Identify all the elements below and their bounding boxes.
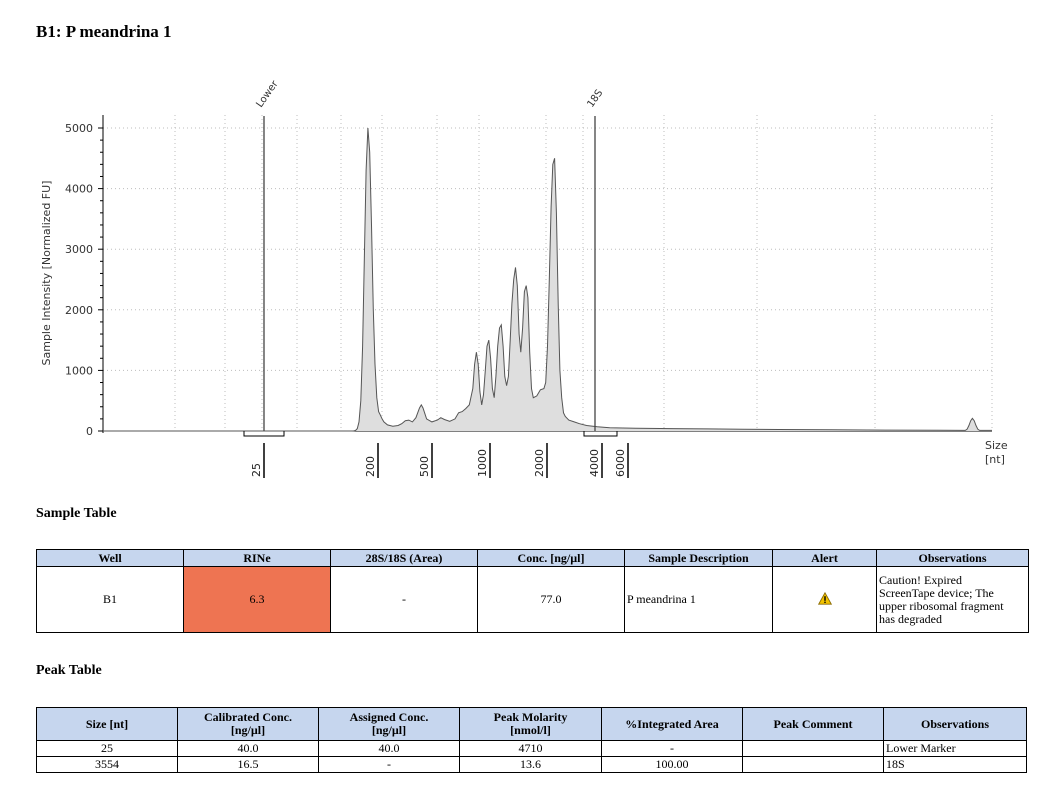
page-title: B1: P meandrina 1 <box>36 22 172 41</box>
size-tick-label: 1000 <box>476 449 489 477</box>
size-tick-label: 25 <box>250 463 263 477</box>
header-integrated-area: %Integrated Area <box>601 707 743 741</box>
trace-area <box>103 128 992 431</box>
cell-well: B1 <box>36 566 184 633</box>
size-tick-label: 4000 <box>588 449 601 477</box>
cell-observations: Caution! Expired ScreenTape device; The … <box>876 566 1029 633</box>
cell-conc: 77.0 <box>477 566 625 633</box>
y-axis-label: Sample Intensity [Normalized FU] <box>40 181 53 366</box>
table-row: 25 40.0 40.0 4710 - Lower Marker <box>36 740 1027 757</box>
cell-alert <box>772 566 877 633</box>
cell-calibrated-conc: 40.0 <box>177 740 319 757</box>
header-peak-observations: Observations <box>883 707 1027 741</box>
observation-line: has degraded <box>879 611 942 626</box>
warning-triangle-icon <box>817 591 832 605</box>
cell-assigned-conc: - <box>318 756 460 773</box>
header-alert: Alert <box>772 549 877 567</box>
size-tick-label: 2000 <box>533 449 546 477</box>
cell-integrated-area: - <box>601 740 743 757</box>
header-assigned-conc: Assigned Conc. [ng/µl] <box>318 707 460 741</box>
header-peak-comment: Peak Comment <box>742 707 884 741</box>
peak-table: Size [nt] Calibrated Conc. [ng/µl] Assign… <box>36 707 1027 773</box>
peak-bracket <box>583 431 618 437</box>
y-tick-label: 3000 <box>65 243 93 256</box>
size-tick-label: 200 <box>364 456 377 477</box>
y-tick-label: 2000 <box>65 304 93 317</box>
cell-peak-comment <box>742 756 884 773</box>
cell-peak-molarity: 13.6 <box>459 756 602 773</box>
observation-line: upper ribosomal fragment <box>879 598 1004 613</box>
electropherogram-chart: 0 1000 2000 3000 4000 5000 Sample Intensity [N… <box>40 78 1008 478</box>
sample-table-title: Sample Table <box>36 506 117 521</box>
table-row: 3554 16.5 - 13.6 100.00 18S <box>36 756 1027 773</box>
sample-table-header-row: Well RINe 28S/18S (Area) Conc. [ng/µl] S… <box>36 549 1029 567</box>
cell-size: 25 <box>36 740 178 757</box>
header-ratio: 28S/18S (Area) <box>330 549 478 567</box>
header-rine: RINe <box>183 549 331 567</box>
peak-label: 18S <box>585 88 605 110</box>
y-tick-label: 4000 <box>65 183 93 196</box>
cell-peak-molarity: 4710 <box>459 740 602 757</box>
y-tick-label: 1000 <box>65 364 93 377</box>
x-axis-label: [nt] <box>985 453 1005 466</box>
cell-size: 3554 <box>36 756 178 773</box>
observation-line: Caution! Expired <box>879 572 962 587</box>
cell-peak-comment <box>742 740 884 757</box>
peak-table-title: Peak Table <box>36 663 102 678</box>
cell-assigned-conc: 40.0 <box>318 740 460 757</box>
size-tick-label: 500 <box>418 456 431 477</box>
header-calibrated-conc: Calibrated Conc. [ng/µl] <box>177 707 319 741</box>
x-axis-label: Size <box>985 439 1008 452</box>
peak-label: Lower <box>254 78 281 110</box>
sample-table: Well RINe 28S/18S (Area) Conc. [ng/µl] S… <box>36 549 1029 633</box>
header-conc: Conc. [ng/µl] <box>477 549 625 567</box>
peak-table-header-row: Size [nt] Calibrated Conc. [ng/µl] Assign… <box>36 707 1027 741</box>
cell-integrated-area: 100.00 <box>601 756 743 773</box>
header-observations: Observations <box>876 549 1029 567</box>
cell-ratio: - <box>330 566 478 633</box>
y-tick-label: 5000 <box>65 122 93 135</box>
cell-calibrated-conc: 16.5 <box>177 756 319 773</box>
size-tick-label: 6000 <box>614 449 627 477</box>
peak-bracket <box>243 431 285 437</box>
y-tick-label: 0 <box>86 425 93 438</box>
header-well: Well <box>36 549 184 567</box>
header-description: Sample Description <box>624 549 773 567</box>
cell-description: P meandrina 1 <box>624 566 773 633</box>
cell-peak-observation: Lower Marker <box>883 740 1027 757</box>
header-size: Size [nt] <box>36 707 178 741</box>
header-peak-molarity: Peak Molarity [nmol/l] <box>459 707 602 741</box>
observation-line: ScreenTape device; The <box>879 585 994 600</box>
table-row: B1 6.3 - 77.0 P meandrina 1 Caution! Exp… <box>36 566 1029 633</box>
cell-rine: 6.3 <box>183 566 331 633</box>
cell-peak-observation: 18S <box>883 756 1027 773</box>
